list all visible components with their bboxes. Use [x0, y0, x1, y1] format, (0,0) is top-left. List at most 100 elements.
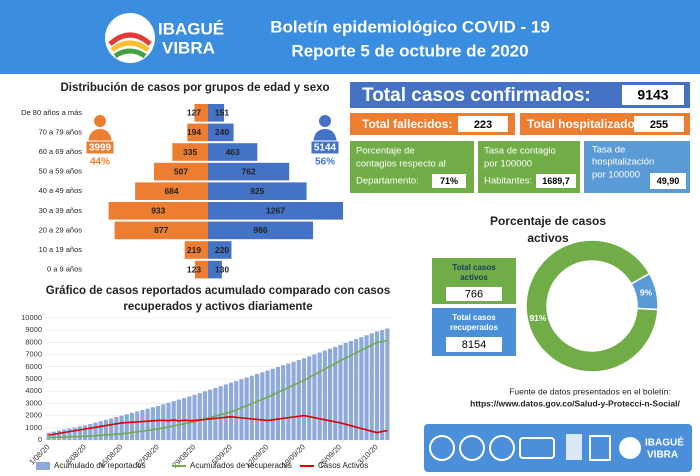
bar — [213, 387, 218, 440]
donut-slice — [525, 239, 659, 373]
bar — [208, 143, 258, 161]
bar — [114, 416, 119, 440]
bar — [343, 342, 348, 440]
bar — [108, 202, 208, 220]
bar — [208, 162, 290, 181]
bar — [62, 429, 67, 440]
value-label: 925 — [250, 186, 264, 196]
category-label: 70 a 79 años — [39, 127, 83, 136]
value-label: 130 — [215, 264, 229, 274]
bar — [103, 419, 109, 440]
total-box — [310, 140, 340, 155]
bar — [354, 339, 359, 440]
bar — [249, 375, 254, 440]
kpi-label: por 100000 — [592, 170, 640, 181]
bar — [359, 337, 364, 440]
value-label: 219 — [187, 245, 201, 255]
bar — [187, 396, 192, 440]
bar — [208, 104, 225, 122]
donut-slice — [630, 272, 659, 311]
bar — [208, 123, 234, 142]
value-label: 240 — [215, 127, 229, 137]
bar — [364, 335, 369, 440]
footer-logo — [566, 434, 582, 460]
kpi-value: 9143 — [637, 87, 668, 103]
value-label: 335 — [183, 147, 197, 157]
kpi-label: por 100000 — [484, 159, 532, 170]
bar — [67, 428, 72, 440]
value-label: 877 — [154, 225, 168, 235]
chart-title: recuperados y activos diariamente — [123, 301, 312, 313]
footer-logo — [429, 435, 455, 461]
logo-icon — [105, 13, 155, 63]
bar — [270, 368, 275, 440]
legend-label: Casos Activos — [318, 461, 368, 470]
bar — [184, 241, 208, 259]
footer-logo — [489, 435, 515, 461]
category-label: 10 a 19 años — [39, 245, 83, 254]
kpi-value-box — [458, 116, 508, 132]
footer-logo-text: VIBRA — [647, 450, 678, 461]
source-url: https://www.datos.gov.co/Salud-y-Protecc… — [470, 398, 680, 408]
bar — [135, 411, 140, 440]
chart-title: activos — [527, 231, 569, 245]
bar — [275, 366, 281, 440]
total-box — [85, 140, 115, 155]
chart-title: Distribución de casos por grupos de edad… — [60, 82, 329, 94]
bar — [176, 399, 181, 440]
kpi-label: Total casos — [452, 263, 496, 272]
bar — [182, 397, 187, 440]
bar — [286, 363, 291, 440]
bar — [291, 361, 296, 440]
value-label: 463 — [226, 147, 240, 157]
bar — [223, 384, 228, 440]
bar — [208, 182, 307, 200]
person-icon — [94, 115, 106, 127]
bar — [46, 432, 51, 440]
kpi-value: 8154 — [462, 339, 486, 351]
bar — [194, 104, 208, 122]
bar — [208, 389, 213, 440]
chart-title: Gráfico de casos reportados acumulado co… — [46, 285, 390, 297]
kpi-value: 255 — [650, 119, 668, 131]
line — [48, 414, 388, 436]
bar — [260, 372, 265, 440]
bar — [109, 418, 114, 440]
bar — [333, 346, 338, 440]
person-icon — [319, 115, 331, 127]
bar — [317, 352, 322, 440]
bar — [312, 354, 317, 440]
footer-logo — [619, 437, 641, 459]
legend-swatch — [36, 462, 50, 470]
bar — [187, 123, 208, 142]
bar — [369, 333, 374, 440]
y-tick-label: 9000 — [25, 325, 42, 334]
y-tick-label: 4000 — [25, 386, 42, 395]
total-share: 44% — [90, 157, 110, 168]
value-label: 127 — [187, 108, 201, 118]
bar — [145, 408, 150, 440]
footer-logo-text: IBAGUÉ — [645, 436, 684, 449]
kpi-value: 766 — [465, 288, 483, 300]
bar — [88, 423, 93, 440]
footer-logo — [459, 435, 485, 461]
bar — [194, 260, 208, 279]
bar — [155, 405, 161, 440]
total-value: 5144 — [314, 143, 337, 154]
category-label: 50 a 59 años — [39, 167, 83, 176]
line — [48, 339, 388, 439]
value-label: 91% — [529, 313, 546, 323]
bar — [239, 379, 244, 440]
kpi-label: activos — [460, 273, 488, 282]
kpi-value-box — [650, 173, 686, 189]
logo-text: IBAGUÉ — [158, 19, 224, 38]
bar — [135, 182, 208, 200]
kpi-label: recuperados — [450, 323, 499, 332]
bar — [77, 426, 82, 440]
bar — [51, 431, 56, 440]
kpi-label: Tasa de contagio — [484, 146, 556, 157]
category-label: 30 a 39 años — [39, 206, 83, 215]
bar — [218, 386, 223, 440]
category-label: 20 a 29 años — [39, 225, 83, 234]
bar — [322, 350, 327, 440]
